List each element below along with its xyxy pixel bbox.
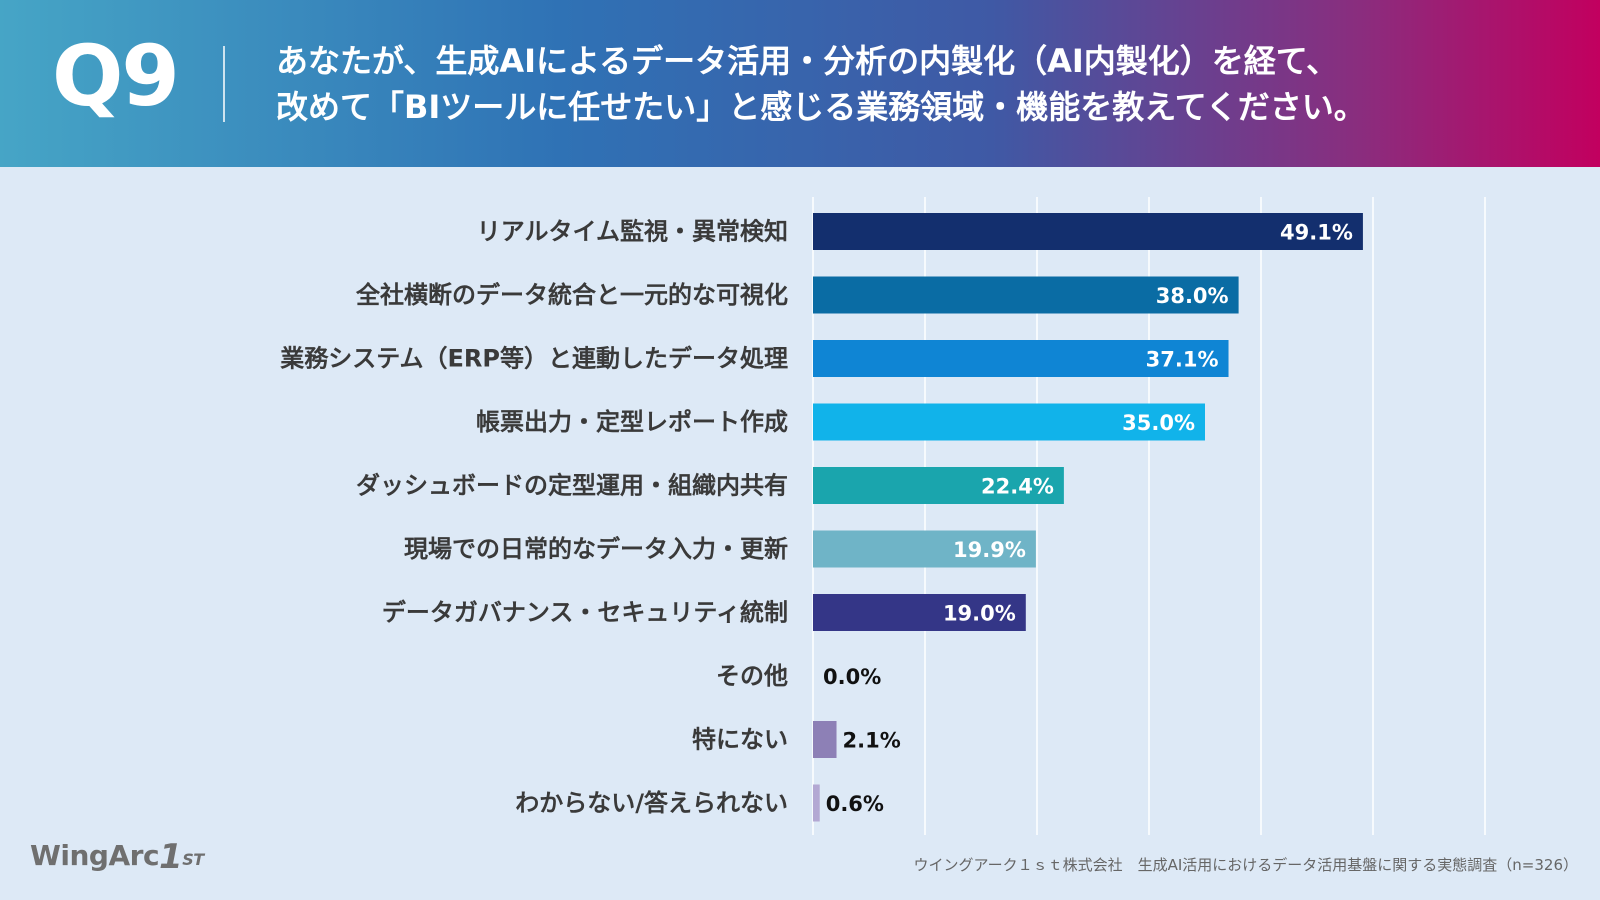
question-number: Q9 — [52, 27, 180, 125]
bar-chart: リアルタイム監視・異常検知全社横断のデータ統合と一元的な可視化業務システム（ER… — [280, 197, 1486, 835]
category-label-5: ダッシュボードの定型運用・組織内共有 — [356, 472, 788, 500]
bar-3 — [813, 340, 1229, 377]
bar-2 — [813, 276, 1239, 314]
value-label-1: 49.1% — [1280, 221, 1353, 245]
header-banner: Q9 あなたが、生成AIによるデータ活用・分析の内製化（AI内製化）を経て、 改… — [0, 0, 1600, 167]
question-text: あなたが、生成AIによるデータ活用・分析の内製化（AI内製化）を経て、 改めて「… — [276, 38, 1576, 130]
bar-9 — [813, 721, 837, 758]
question-line-2: 改めて「BIツールに任せたい」と感じる業務領域・機能を教えてください。 — [276, 88, 1366, 126]
logo-mark: 1 — [159, 837, 183, 877]
value-label-4: 35.0% — [1122, 411, 1195, 435]
bar-7 — [813, 594, 1026, 631]
category-labels: リアルタイム監視・異常検知全社横断のデータ統合と一元的な可視化業務システム（ER… — [280, 218, 788, 818]
bars — [813, 213, 1363, 822]
category-label-1: リアルタイム監視・異常検知 — [477, 218, 788, 246]
value-label-9: 2.1% — [843, 729, 901, 753]
bar-4 — [813, 403, 1205, 441]
category-label-4: 帳票出力・定型レポート作成 — [476, 408, 788, 436]
value-labels: 49.1% 38.0% 37.1% 35.0% 22.4% 19.9% 19.0% 0.0% 2… — [823, 221, 1353, 817]
category-label-10: わからない/答えられない — [515, 789, 788, 817]
value-label-6: 19.9% — [953, 538, 1026, 562]
category-label-8: その他 — [716, 662, 788, 690]
bar-1 — [813, 213, 1363, 250]
category-label-6: 現場での日常的なデータ入力・更新 — [404, 535, 788, 563]
bar-6 — [813, 530, 1036, 568]
category-label-3: 業務システム（ERP等）と連動したデータ処理 — [280, 345, 788, 373]
value-label-7: 19.0% — [943, 602, 1016, 626]
question-line-1: あなたが、生成AIによるデータ活用・分析の内製化（AI内製化）を経て、 — [276, 42, 1339, 80]
logo-text: WingArc — [30, 839, 160, 872]
value-label-8: 0.0% — [823, 665, 881, 689]
value-label-10: 0.6% — [826, 792, 884, 816]
category-label-7: データガバナンス・セキュリティ統制 — [382, 599, 788, 627]
bar-10 — [813, 784, 820, 822]
source-note: ウイングアーク１ｓｔ株式会社 生成AI活用におけるデータ活用基盤に関する実態調査… — [913, 856, 1579, 874]
bar-5 — [813, 467, 1064, 504]
value-label-2: 38.0% — [1156, 284, 1229, 308]
value-label-5: 22.4% — [981, 475, 1054, 499]
wingarc-logo: WingArc1ST — [30, 834, 204, 877]
category-label-2: 全社横断のデータ統合と一元的な可視化 — [355, 281, 788, 309]
header-divider — [223, 46, 225, 122]
category-label-9: 特にない — [692, 726, 788, 754]
logo-sup: ST — [182, 850, 204, 869]
value-label-3: 37.1% — [1146, 348, 1219, 372]
